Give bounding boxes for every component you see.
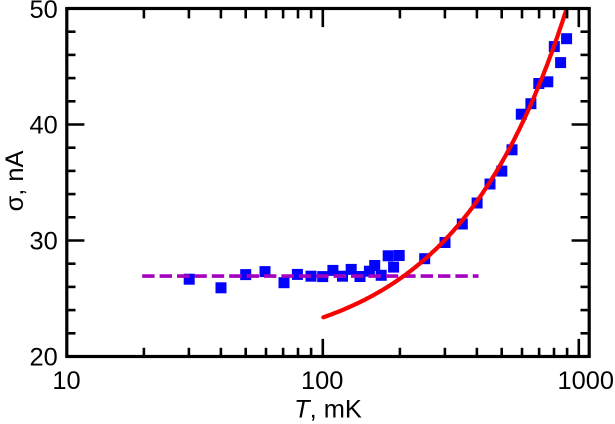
svg-text:10: 10 xyxy=(52,367,80,395)
svg-text:σ, nA: σ, nA xyxy=(1,151,29,212)
svg-text:20: 20 xyxy=(30,344,58,372)
svg-text:40: 40 xyxy=(30,112,58,140)
svg-text:1000: 1000 xyxy=(557,367,613,395)
svg-text:T, mK: T, mK xyxy=(294,395,362,423)
svg-text:100: 100 xyxy=(301,367,343,395)
svg-text:30: 30 xyxy=(30,228,58,256)
svg-text:50: 50 xyxy=(30,0,58,24)
